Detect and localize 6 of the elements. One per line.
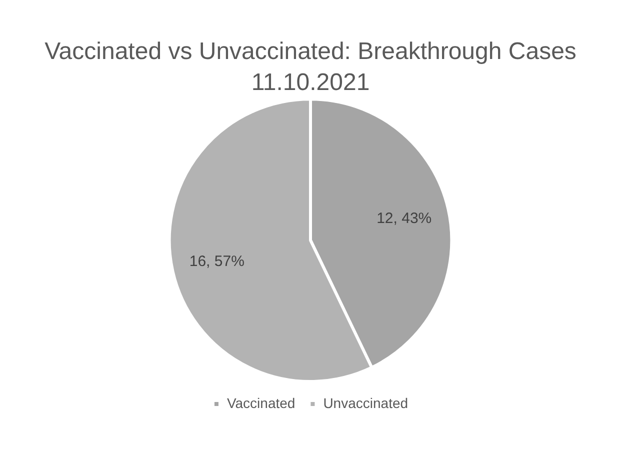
data-label: 16, 57% bbox=[189, 252, 244, 270]
chart-subtitle: 11.10.2021 bbox=[251, 68, 370, 96]
data-label: 12, 43% bbox=[376, 210, 432, 228]
legend-label: Vaccinated bbox=[226, 394, 296, 411]
legend-label: Unvaccinated bbox=[323, 394, 408, 411]
chart-title: Vaccinated vs Unvaccinated: Breakthrough Cases bbox=[44, 38, 576, 66]
